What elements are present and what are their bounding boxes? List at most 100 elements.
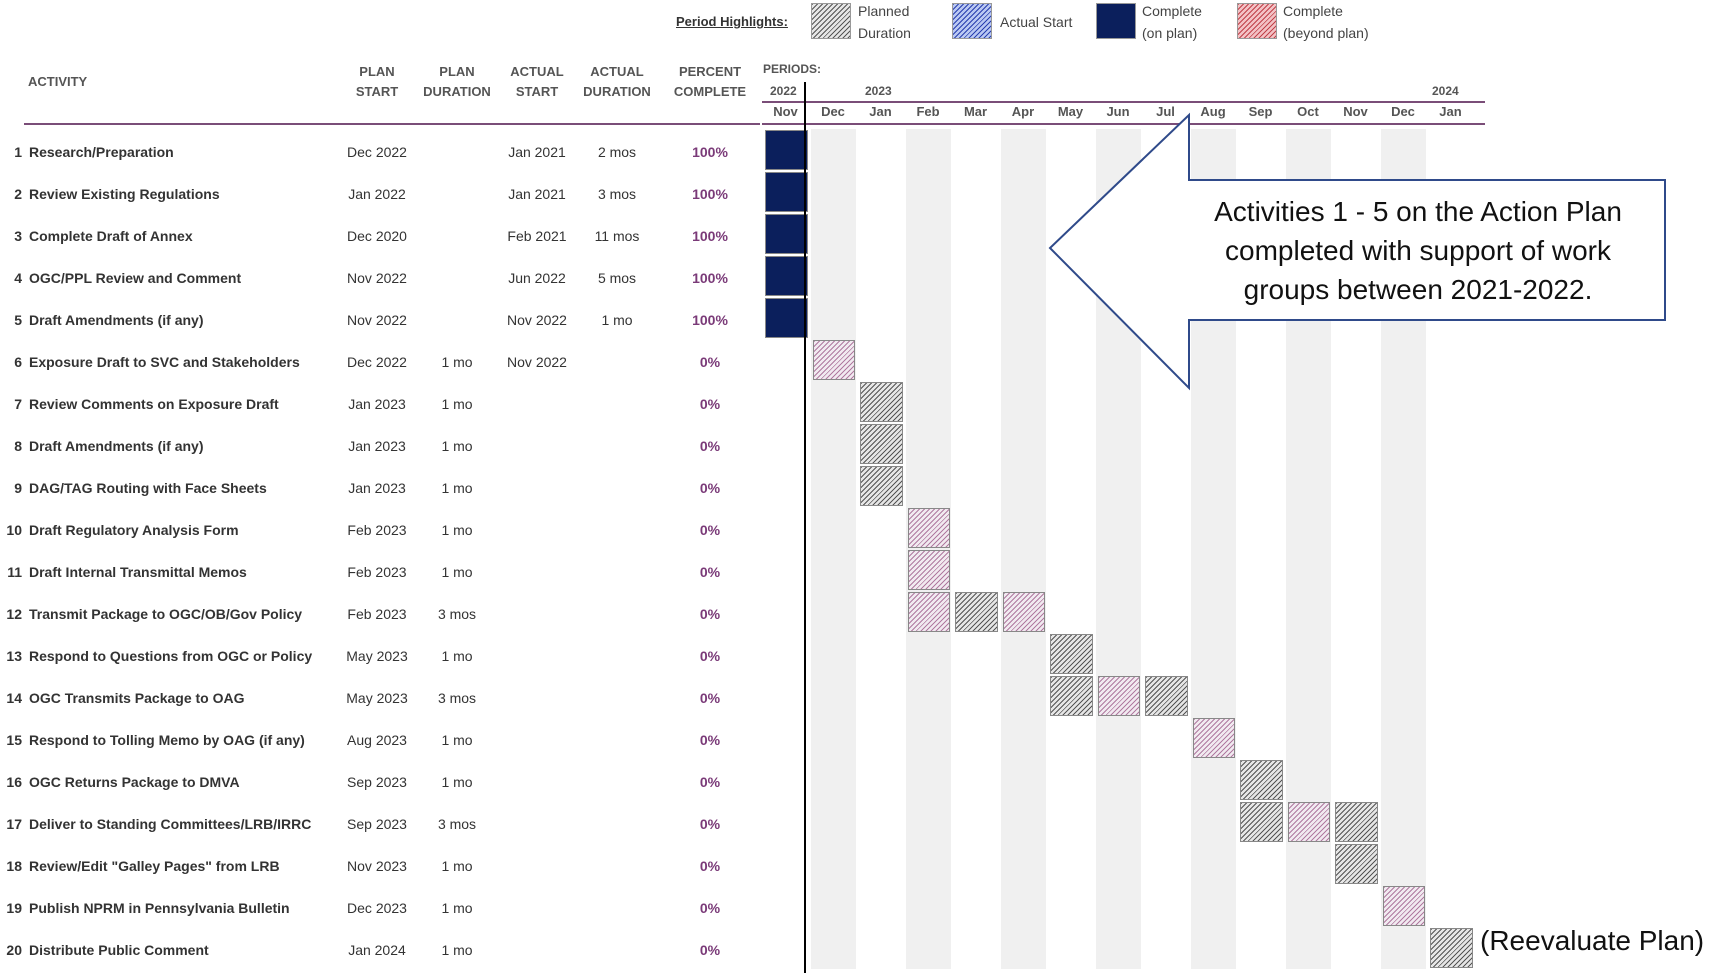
gantt-bar-planned [860,424,903,464]
plan-start-cell: Jan 2023 [348,480,406,496]
month-label: Jan [1439,104,1462,119]
plan-start-cell: Jan 2024 [348,942,406,958]
gantt-bar-planned-light [812,340,855,380]
gantt-bar-planned-light [1287,802,1330,842]
plan-start-cell: Jan 2023 [348,396,406,412]
gantt-bar-planned-light [1097,676,1140,716]
gantt-bar-planned-light [907,508,950,548]
percent-complete-cell: 0% [699,816,721,832]
actual-duration-cell: 2 mos [597,144,637,160]
plan-duration-cell: 1 mo [441,942,473,958]
row-number: 18 [6,858,22,874]
plan-duration-cell: 1 mo [441,564,473,580]
month-label: Aug [1200,104,1226,119]
percent-complete-cell: 0% [699,480,721,496]
activity-name: Draft Amendments (if any) [29,438,204,454]
gantt-column-stripe [905,129,951,969]
plan-start-cell: Sep 2023 [347,816,407,832]
plan-start-cell: Nov 2022 [347,270,407,286]
activity-name: Exposure Draft to SVC and Stakeholders [29,354,300,370]
plan-duration-cell: 1 mo [441,438,473,454]
planned-duration-label: Planned Duration [858,3,911,41]
plan-duration-cell: 1 mo [441,648,473,664]
plan-start-cell: Sep 2023 [347,774,407,790]
plan-duration-cell: 1 mo [441,900,473,916]
gantt-bar-planned [1050,634,1093,674]
plan-start-header: PLAN START [355,64,399,99]
activity-name: OGC Returns Package to DMVA [29,774,240,790]
gantt-bar-planned-light [907,592,950,632]
percent-complete-cell: 100% [692,186,728,202]
gantt-bar-complete [765,172,808,212]
row-number: 7 [14,396,22,412]
percent-complete-cell: 100% [692,270,728,286]
gantt-bar-planned [1050,676,1093,716]
percent-complete-cell: 0% [699,690,721,706]
activity-name: Publish NPRM in Pennsylvania Bulletin [29,900,290,916]
row-number: 6 [14,354,22,370]
row-number: 14 [6,690,22,706]
plan-start-cell: Jan 2023 [348,438,406,454]
activity-name: Respond to Tolling Memo by OAG (if any) [29,732,305,748]
activity-name: Draft Amendments (if any) [29,312,204,328]
percent-complete-cell: 0% [699,732,721,748]
actual-start-swatch [952,3,992,39]
gantt-bar-planned [1335,844,1378,884]
month-label: Nov [773,104,798,119]
month-label: Dec [821,104,845,119]
plan-duration-cell: 3 mos [437,816,477,832]
actual-start-cell: Nov 2022 [507,354,567,370]
actual-start-cell: Feb 2021 [507,228,567,244]
plan-duration-cell: 1 mo [441,774,473,790]
row-number: 8 [14,438,22,454]
percent-complete-cell: 0% [699,900,721,916]
percent-complete-cell: 0% [699,522,721,538]
table-header-rule [24,123,760,125]
percent-complete-cell: 0% [699,858,721,874]
month-label: Dec [1391,104,1415,119]
row-number: 11 [7,564,22,580]
actual-start-cell: Jun 2022 [508,270,566,286]
month-label: Nov [1343,104,1368,119]
activity-name: Transmit Package to OGC/OB/Gov Policy [29,606,303,622]
row-number: 5 [14,312,22,328]
legend-title: Period Highlights: [676,14,788,29]
row-number: 4 [14,270,22,286]
month-label: Sep [1248,104,1273,119]
plan-start-cell: Feb 2023 [347,522,407,538]
percent-complete-cell: 100% [692,312,728,328]
activity-name: OGC Transmits Package to OAG [29,690,245,706]
actual-duration-cell: 1 mo [601,312,633,328]
percent-complete-cell: 0% [699,396,721,412]
complete-beyond-plan-label: Complete (beyond plan) [1283,3,1369,41]
month-label: Apr [1011,104,1035,119]
row-number: 2 [14,186,22,202]
month-label: Jul [1156,104,1175,119]
gantt-bar-planned-light [1192,718,1235,758]
plan-start-cell: Dec 2023 [347,900,407,916]
month-label: Oct [1297,104,1319,119]
current-period-line [804,82,806,973]
percent-complete-cell: 100% [692,144,728,160]
gantt-bar-planned [860,466,903,506]
row-number: 13 [6,648,22,664]
percent-complete-cell: 100% [692,228,728,244]
plan-duration-cell: 1 mo [441,732,473,748]
gantt-bar-planned [860,382,903,422]
actual-start-header: ACTUAL START [510,64,564,99]
row-number: 10 [6,522,22,538]
callout-arrow-shape [1048,112,1666,391]
complete-on-plan-label: Complete (on plan) [1142,3,1202,41]
month-label: Mar [963,104,988,119]
gantt-bar-planned [1240,802,1283,842]
month-label: Jun [1106,104,1130,119]
activity-name: Distribute Public Comment [29,942,209,958]
percent-complete-cell: 0% [699,438,721,454]
gantt-bar-planned-light [1382,886,1425,926]
actual-start-cell: Nov 2022 [507,312,567,328]
row-number: 20 [6,942,22,958]
row-number: 17 [6,816,22,832]
actual-duration-cell: 3 mos [597,186,637,202]
gantt-month-rule [762,123,1485,125]
activity-name: Research/Preparation [29,144,174,160]
